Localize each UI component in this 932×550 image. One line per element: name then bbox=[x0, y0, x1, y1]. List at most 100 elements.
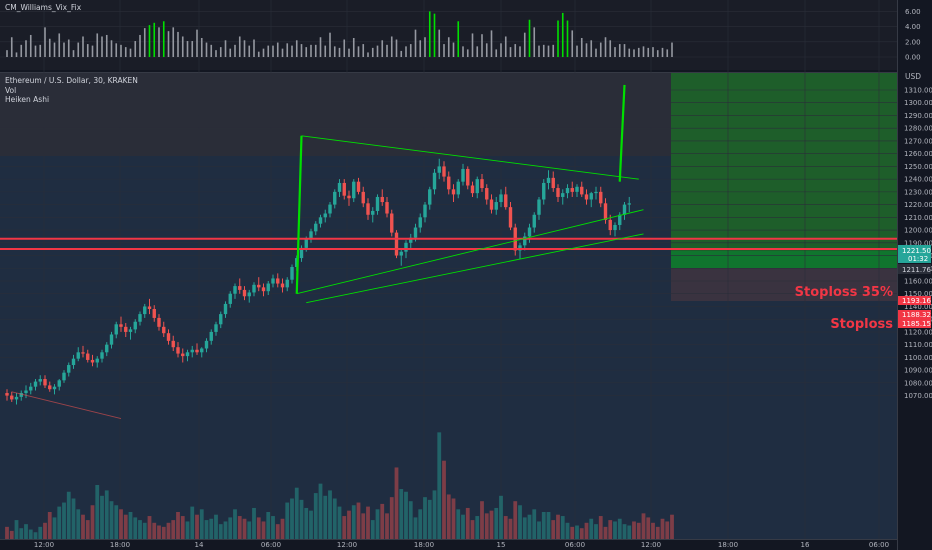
candle-body bbox=[409, 237, 413, 243]
vix-fix-bar bbox=[276, 42, 279, 57]
time-tick: 18:00 bbox=[414, 541, 434, 549]
candle-body bbox=[233, 286, 237, 294]
volume-bar bbox=[489, 510, 494, 539]
vix-fix-bar bbox=[295, 40, 298, 57]
volume-bar bbox=[366, 506, 370, 539]
volume-bar bbox=[100, 495, 104, 539]
volume-bar bbox=[399, 489, 404, 539]
volume-bar bbox=[385, 513, 389, 539]
volume-bar bbox=[494, 507, 499, 539]
vix-fix-bar bbox=[253, 39, 255, 57]
candle-body bbox=[508, 207, 513, 228]
vix-fix-bar bbox=[200, 38, 203, 57]
entry-zone bbox=[671, 251, 897, 268]
volume-bar bbox=[85, 520, 90, 539]
symbol-legend[interactable]: Ethereum / U.S. Dollar, 30, KRAKEN Vol H… bbox=[5, 76, 138, 105]
price-tick: 1290.00 bbox=[904, 112, 932, 120]
volume-bar bbox=[461, 514, 465, 539]
entry-price-value: 1211.76 bbox=[902, 266, 931, 274]
candle-body bbox=[81, 352, 85, 354]
candle-body bbox=[95, 358, 99, 363]
vix-fix-bar bbox=[656, 50, 659, 57]
price-tick: 1120.00 bbox=[904, 328, 932, 336]
candle-body bbox=[437, 166, 441, 173]
vix-fix-bar bbox=[485, 43, 488, 57]
volume-bar bbox=[356, 502, 361, 539]
time-tick: 18:00 bbox=[718, 541, 738, 549]
volume-bar bbox=[518, 505, 522, 539]
volume-bar bbox=[389, 497, 394, 539]
vix-fix-bar bbox=[419, 40, 422, 57]
vix-fix-bar bbox=[371, 47, 374, 57]
vix-fix-bar bbox=[466, 49, 469, 57]
volume-bar bbox=[437, 432, 442, 539]
candle-body bbox=[90, 359, 95, 363]
vix-fix-bar bbox=[552, 44, 555, 57]
stoploss-mid-value: 1188.32 bbox=[902, 311, 931, 319]
volume-bar bbox=[641, 513, 646, 539]
vix-fix-bar bbox=[86, 44, 89, 57]
vix-fix-bar bbox=[20, 44, 23, 57]
volume-bar bbox=[275, 524, 280, 539]
vix-fix-bar bbox=[623, 44, 626, 57]
vix-fix-bar bbox=[533, 27, 536, 57]
volume-bar bbox=[147, 516, 152, 539]
candle-body bbox=[318, 217, 323, 224]
price-tick: 1190.00 bbox=[904, 239, 932, 247]
volume-bar bbox=[76, 509, 81, 539]
vix-fix-bar bbox=[538, 45, 540, 57]
vix-fix-bar bbox=[139, 34, 141, 57]
indicator-title[interactable]: CM_Williams_Vix_Fix bbox=[5, 3, 82, 12]
volume-bar bbox=[418, 509, 423, 539]
vix-fix-bar bbox=[599, 42, 602, 57]
currency-label: USD bbox=[905, 72, 921, 81]
time-axis[interactable]: 12:00 18:00 14 06:00 12:00 18:00 15 06:00 12:00 1… bbox=[34, 541, 889, 549]
candle-body bbox=[423, 204, 427, 218]
vix-fix-bar bbox=[637, 47, 640, 57]
vix-fix-bar bbox=[205, 42, 208, 57]
candle-body bbox=[494, 202, 498, 210]
vix-fix-bar bbox=[438, 29, 441, 57]
volume-bar bbox=[328, 490, 332, 539]
candle-body bbox=[71, 358, 76, 366]
vix-fix-bar bbox=[566, 20, 569, 57]
last-price-badge bbox=[898, 245, 931, 263]
vix-fix-bar bbox=[229, 48, 232, 57]
candle-body bbox=[523, 236, 527, 246]
price-tick: 1240.00 bbox=[904, 176, 932, 184]
risk-zone bbox=[671, 268, 897, 301]
vix-fix-bar bbox=[286, 43, 289, 57]
vix-fix-bar bbox=[310, 44, 312, 57]
vix-fix-bar bbox=[186, 41, 189, 57]
volume-bar bbox=[290, 498, 294, 539]
vix-fix-bar bbox=[343, 39, 346, 57]
vix-fix-bar bbox=[447, 37, 450, 57]
indicator-pane bbox=[0, 0, 897, 70]
candle-body bbox=[271, 278, 275, 284]
vix-fix-bar bbox=[120, 44, 122, 57]
vix-fix-bar bbox=[172, 27, 175, 57]
volume-bar bbox=[247, 521, 252, 539]
volume-bar bbox=[95, 485, 100, 539]
vix-fix-bar bbox=[457, 21, 460, 58]
candle-body bbox=[143, 306, 147, 315]
volume-bar bbox=[176, 512, 180, 539]
volume-bar bbox=[579, 528, 584, 539]
candle-body bbox=[14, 396, 19, 400]
volume-bar bbox=[204, 520, 209, 539]
vix-fix-bar bbox=[158, 27, 160, 57]
candle-body bbox=[299, 247, 304, 259]
volume-bar bbox=[660, 518, 665, 539]
volume-bar bbox=[541, 512, 546, 539]
vix-fix-bar bbox=[490, 30, 493, 57]
volume-bar bbox=[513, 501, 518, 539]
volume-bar bbox=[233, 509, 237, 539]
price-tick: 1230.00 bbox=[904, 188, 932, 196]
candle-body bbox=[147, 306, 152, 310]
volume-bar bbox=[503, 516, 508, 539]
volume-bar bbox=[309, 510, 313, 539]
volume-bar bbox=[266, 512, 271, 539]
volume-bar bbox=[351, 505, 356, 539]
volume-bar bbox=[90, 505, 95, 539]
